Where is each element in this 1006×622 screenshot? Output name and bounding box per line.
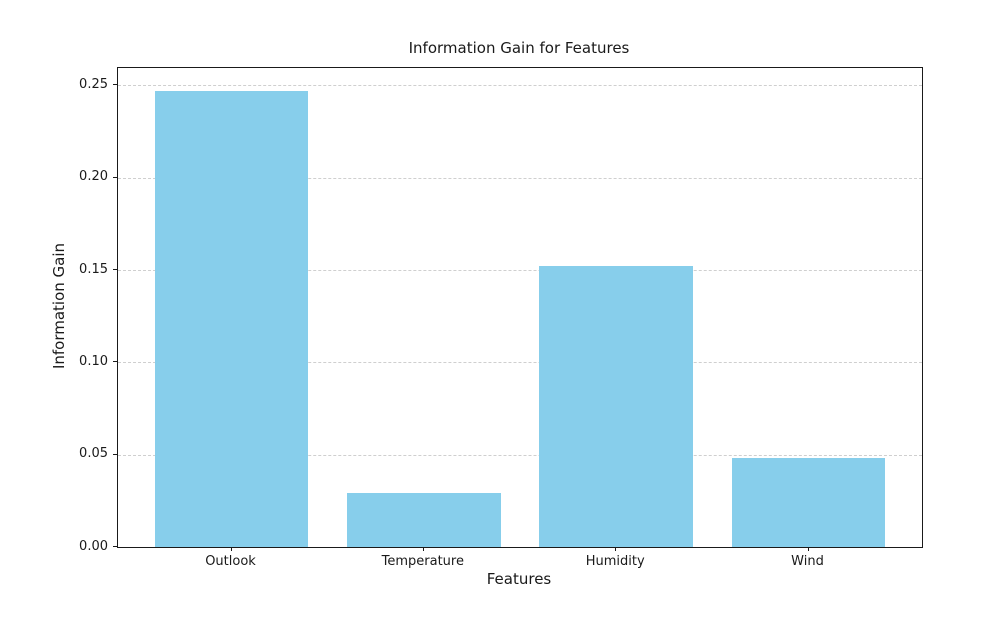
gridline (118, 362, 922, 364)
x-tick-label-outlook: Outlook (205, 554, 256, 569)
x-tick-label-humidity: Humidity (585, 554, 645, 569)
y-tick-label: 0.05 (79, 446, 108, 462)
plot-area (117, 67, 923, 548)
y-tick-label: 0.20 (79, 169, 108, 185)
y-tick-mark (113, 84, 117, 86)
y-tick-label: 0.10 (79, 353, 108, 369)
y-tick-mark (113, 546, 117, 547)
x-tick-mark (230, 547, 232, 551)
x-tick-mark (422, 547, 424, 551)
gridline (118, 177, 922, 179)
x-tick-mark (615, 547, 617, 551)
y-tick-label: 0.15 (79, 261, 108, 277)
y-tick-mark (113, 361, 117, 363)
y-tick-label: 0.00 (79, 538, 108, 554)
chart-title: Information Gain for Features (408, 39, 630, 57)
y-tick-mark (113, 269, 117, 270)
gridline (118, 85, 922, 87)
bar-outlook (154, 90, 309, 547)
x-tick-mark (807, 547, 809, 551)
y-tick-mark (113, 176, 117, 178)
x-tick-label-temperature: Temperature (381, 554, 464, 569)
x-tick-label-wind: Wind (791, 554, 824, 569)
y-tick-label: 0.25 (79, 76, 108, 92)
gridline (118, 270, 922, 271)
bar-wind (731, 458, 886, 547)
y-tick-mark (113, 453, 117, 455)
x-axis-label: Features (486, 570, 552, 588)
gridline (118, 454, 922, 456)
bar-humidity (539, 266, 694, 547)
bar-temperature (346, 493, 501, 547)
